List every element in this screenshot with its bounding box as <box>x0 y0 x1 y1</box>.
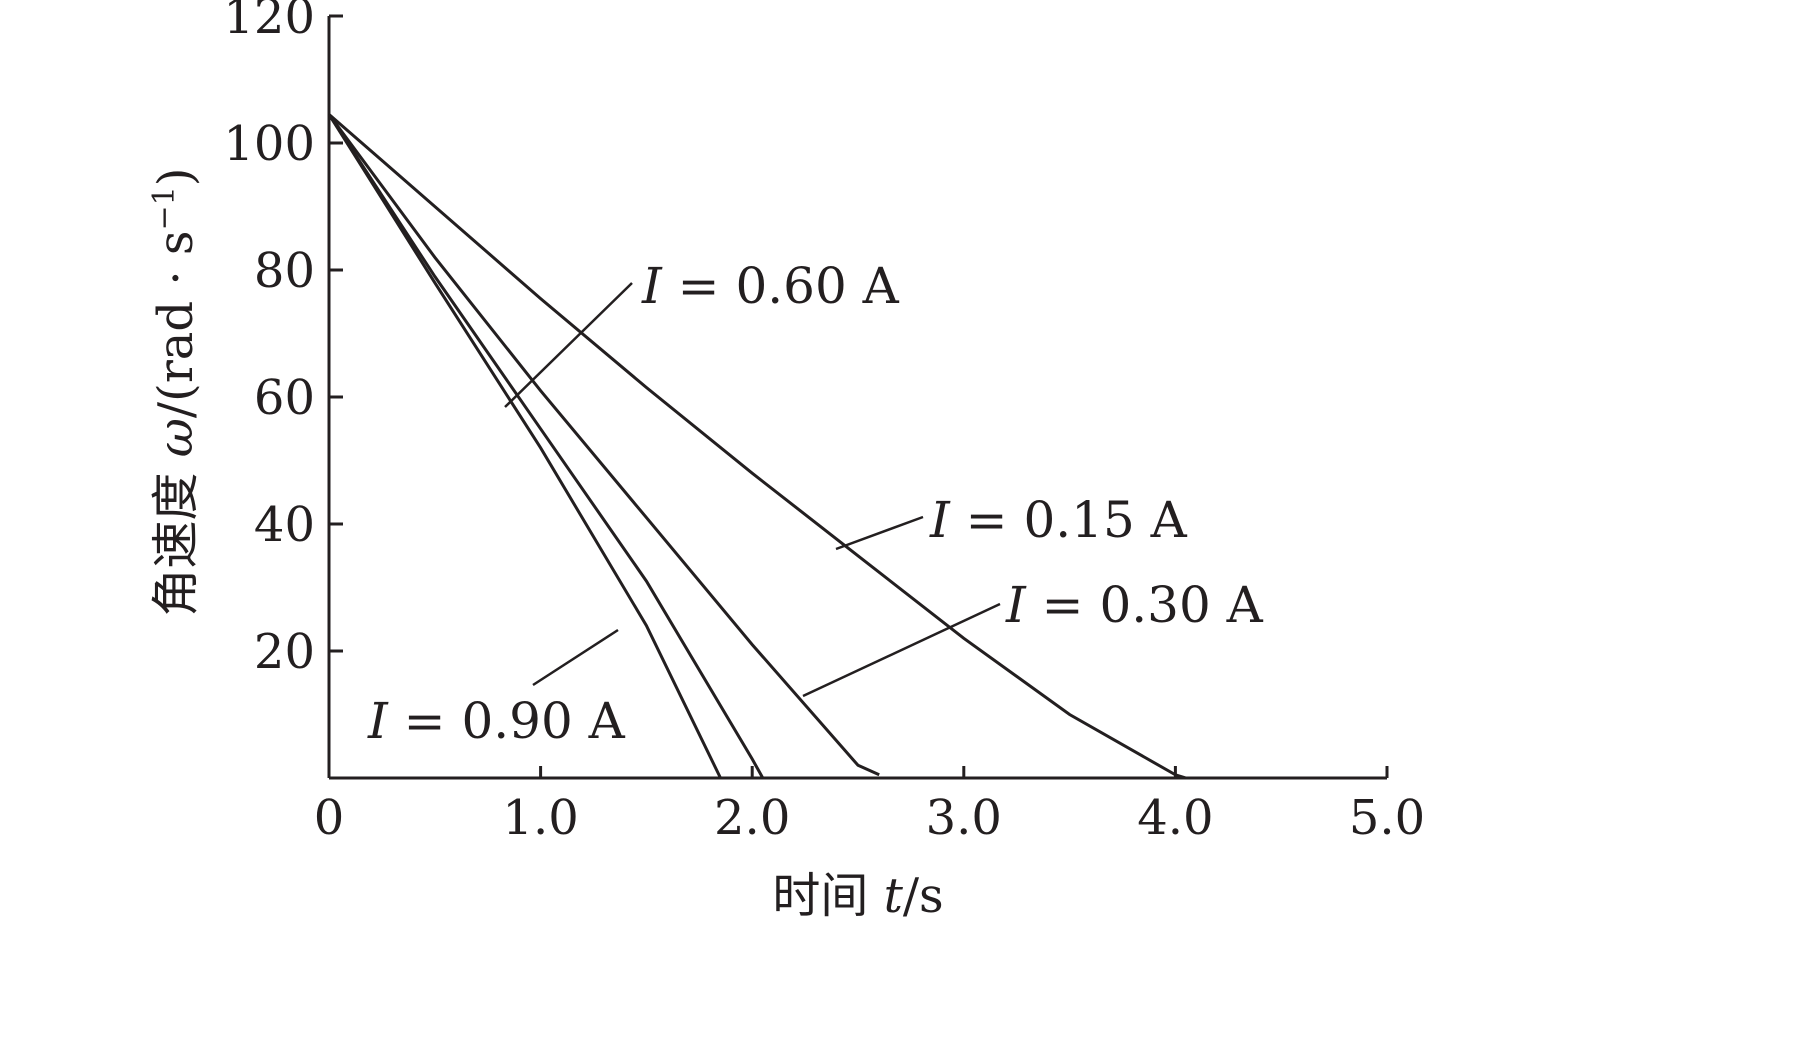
x-tick-label: 3.0 <box>926 790 1002 846</box>
x-tick-label: 5.0 <box>1349 790 1425 846</box>
series-line-060 <box>327 113 765 779</box>
series-label-text: = 0.30 A <box>1026 576 1264 634</box>
y-tick-label: 60 <box>254 370 315 426</box>
y-axis-title-unit: /(rad · s <box>148 230 204 418</box>
ticks: 0 1.0 2.0 3.0 4.0 5.0 20 40 60 80 100 120 <box>223 0 1425 846</box>
x-tick-label: 4.0 <box>1137 790 1213 846</box>
leader-line-030 <box>802 602 1001 698</box>
series-label-090: I = 0.90 A <box>367 692 626 750</box>
axes <box>327 16 1387 780</box>
y-tick-label: 20 <box>254 624 315 680</box>
y-axis-title-close: ) <box>148 168 204 187</box>
x-axis-title-prefix: 时间 <box>772 868 883 924</box>
y-tick-label: 40 <box>254 497 315 553</box>
y-axis-title-var: ω <box>148 418 204 457</box>
y-tick-label: 80 <box>254 243 315 299</box>
y-axis-title-sup: −1 <box>147 186 182 230</box>
y-tick-label: 120 <box>223 0 315 45</box>
x-tick-label: 0 <box>314 790 345 846</box>
x-tick-label: 2.0 <box>714 790 790 846</box>
series-label-text: = 0.15 A <box>950 491 1188 549</box>
leader-line-015 <box>835 515 924 551</box>
series-label-030: I = 0.30 A <box>1005 576 1264 634</box>
series-label-text: = 0.90 A <box>388 692 626 750</box>
y-tick-label: 100 <box>223 116 315 172</box>
series-line-090 <box>327 113 722 779</box>
series-line-015 <box>328 113 1187 780</box>
series-label-text: = 0.60 A <box>662 257 900 315</box>
series-label-060: I = 0.60 A <box>641 257 900 315</box>
series-line-030 <box>327 113 880 777</box>
y-axis-title: 角速度 ω/(rad · s−1) <box>147 168 204 617</box>
leader-line-060 <box>504 282 633 408</box>
series-label-015: I = 0.15 A <box>929 491 1188 549</box>
x-tick-label: 1.0 <box>502 790 578 846</box>
series-label-var: I <box>929 491 951 549</box>
series-label-var: I <box>1005 576 1027 634</box>
series-label-var: I <box>641 257 663 315</box>
leader-line-090 <box>532 628 619 687</box>
series-labels: I = 0.15 AI = 0.30 AI = 0.60 AI = 0.90 A <box>367 257 1264 750</box>
x-axis-title-var: t <box>884 868 904 924</box>
series-lines <box>327 113 1187 780</box>
series-leader-lines <box>504 282 1001 698</box>
x-axis-title: 时间 t/s <box>772 868 943 924</box>
x-axis-title-unit: /s <box>903 868 944 924</box>
series-label-var: I <box>367 692 389 750</box>
y-axis-title-prefix: 角速度 <box>148 457 204 616</box>
